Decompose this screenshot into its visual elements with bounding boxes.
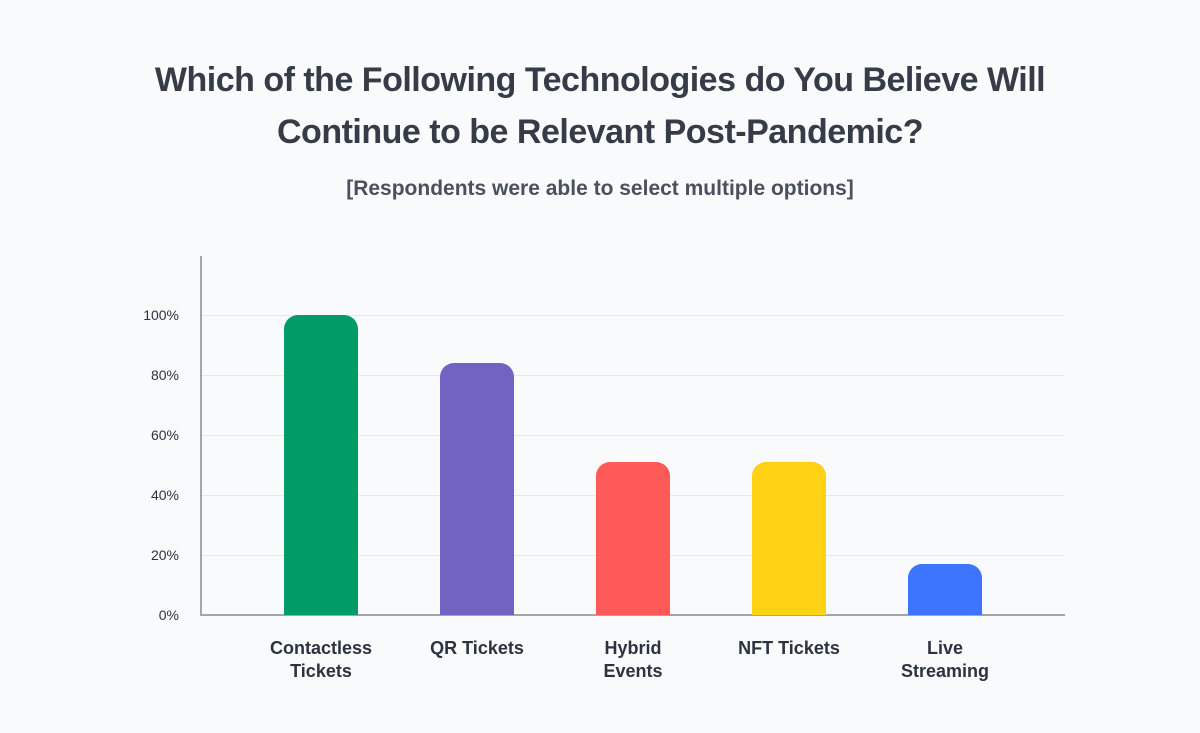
x-tick-label: NFT Tickets xyxy=(738,638,840,658)
y-tick-label: 60% xyxy=(150,427,179,443)
gridline xyxy=(202,375,1064,376)
y-axis-line xyxy=(200,256,202,616)
chart-title-line-2: Continue to be Relevant Post-Pandemic? xyxy=(277,113,923,151)
bar-contactless-tickets xyxy=(284,315,358,615)
x-axis-line xyxy=(200,614,1065,616)
x-tick-label: Contactless Tickets xyxy=(269,638,373,681)
chart-title-line-1: Which of the Following Technologies do Y… xyxy=(154,61,1046,99)
y-tick-label: 20% xyxy=(150,547,179,563)
y-tick-label: 100% xyxy=(143,307,179,323)
chart-title: Which of the Following Technologies do Y… xyxy=(0,54,1200,158)
bar-hybrid-events xyxy=(596,462,670,615)
bar-nft-tickets xyxy=(752,462,826,615)
bar-qr-tickets xyxy=(440,363,514,615)
gridline xyxy=(202,315,1064,316)
gridline xyxy=(202,435,1064,436)
x-tick-label: Live Streaming xyxy=(900,638,990,681)
y-tick-label: 80% xyxy=(150,367,179,383)
chart-subtitle: [Respondents were able to select multipl… xyxy=(346,177,854,200)
x-tick-label: Hybrid Events xyxy=(603,638,663,681)
x-tick-label: QR Tickets xyxy=(430,638,524,658)
bar-live-streaming xyxy=(908,564,982,615)
y-tick-label: 0% xyxy=(158,607,179,623)
y-tick-label: 40% xyxy=(150,487,179,503)
